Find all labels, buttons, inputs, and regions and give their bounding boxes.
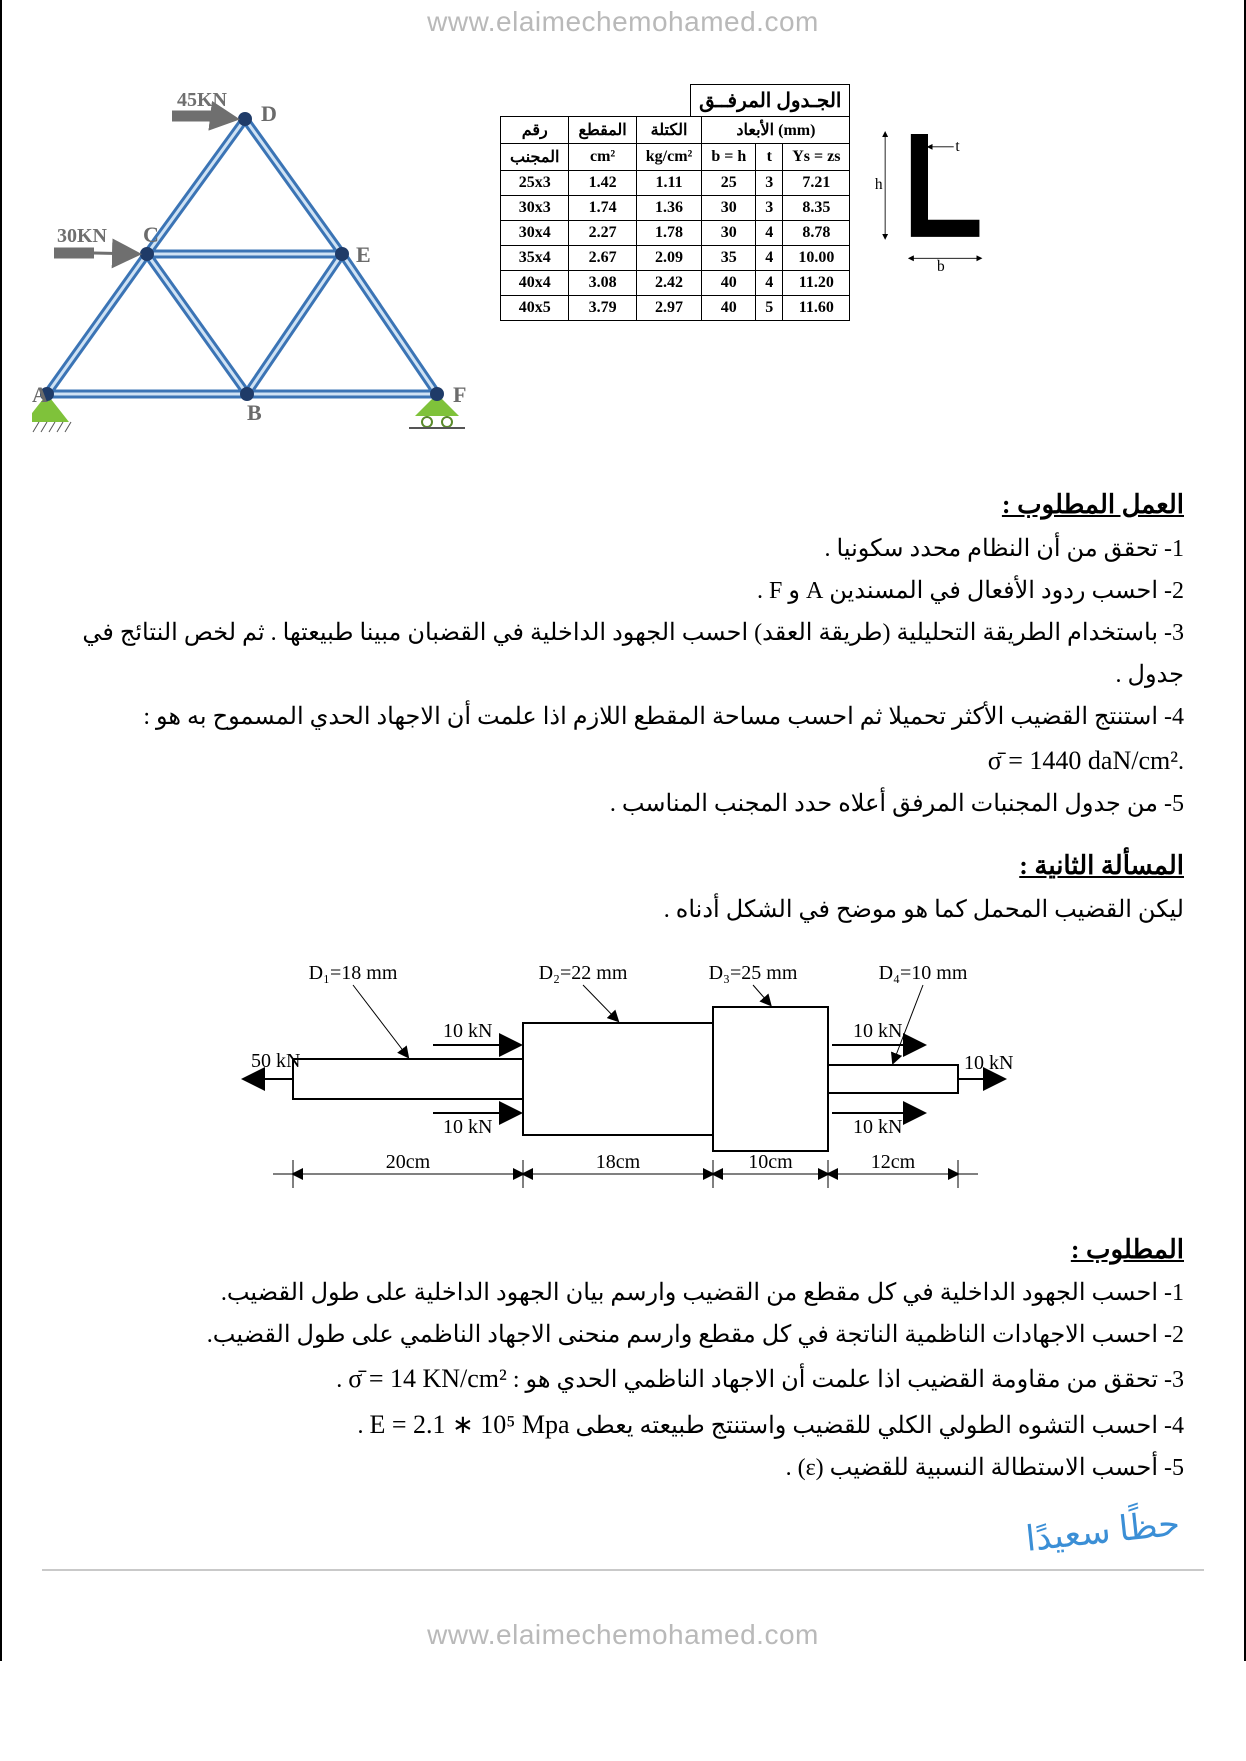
- svg-text:E: E: [356, 242, 371, 267]
- svg-text:t: t: [956, 138, 961, 155]
- q1-4: 4- استنتج القضيب الأكثر تحميلا ثم احسب م…: [62, 696, 1184, 738]
- svg-text:20cm: 20cm: [386, 1151, 431, 1173]
- svg-text:10cm: 10cm: [748, 1151, 793, 1173]
- section2-req-heading: المطلوب :: [62, 1227, 1184, 1273]
- svg-text:D₂=22 mm: D₂=22 mm: [539, 962, 628, 984]
- angle-section-icon: h b t: [868, 114, 988, 274]
- q2-1: 1- احسب الجهود الداخلية في كل مقطع من ال…: [62, 1272, 1184, 1314]
- svg-text:50 kN: 50 kN: [251, 1050, 300, 1072]
- q1-3: 3- باستخدام الطريقة التحليلية (طريقة الع…: [62, 612, 1184, 696]
- q1-5: 5- من جدول المجنبات المرفق أعلاه حدد الم…: [62, 783, 1184, 825]
- svg-text:10 kN: 10 kN: [853, 1020, 902, 1042]
- section1-heading: العمل المطلوب :: [62, 482, 1184, 528]
- bottom-watermark: www.elaimechemohamed.com: [2, 1579, 1244, 1661]
- section2-heading: المسألة الثانية :: [62, 843, 1184, 889]
- svg-text:45KN: 45KN: [177, 89, 228, 111]
- svg-text:h: h: [875, 176, 883, 193]
- q1-4-sigma: .σ̄ = 1440 daN/cm²: [62, 738, 1184, 784]
- svg-text:D₁=18 mm: D₁=18 mm: [309, 962, 398, 984]
- svg-text:30KN: 30KN: [57, 225, 108, 247]
- svg-text:10 kN: 10 kN: [964, 1052, 1013, 1074]
- section2-intro: ليكن القضيب المحمل كما هو موضح في الشكل …: [62, 889, 1184, 931]
- angle-table: رقمالمقطعالكتلةالأبعاد (mm)المجنبcm²kg/c…: [500, 116, 850, 321]
- bottom-rule: [42, 1569, 1204, 1571]
- top-watermark: www.elaimechemohamed.com: [2, 0, 1244, 54]
- properties-table-block: الجـدول المرفــق رقمالمقطعالكتلةالأبعاد …: [500, 84, 1214, 321]
- svg-text:10 kN: 10 kN: [443, 1116, 492, 1138]
- svg-text:D₄=10 mm: D₄=10 mm: [879, 962, 968, 984]
- svg-text:B: B: [247, 400, 262, 425]
- q1-1: 1- تحقق من أن النظام محدد سكونيا .: [62, 528, 1184, 570]
- svg-text:D₃=25 mm: D₃=25 mm: [709, 962, 798, 984]
- svg-text:b: b: [937, 258, 945, 274]
- svg-text:12cm: 12cm: [871, 1151, 916, 1173]
- svg-text:10 kN: 10 kN: [443, 1020, 492, 1042]
- svg-text:A: A: [32, 382, 48, 407]
- truss-diagram: A B F C E D 45KN 30KN: [32, 64, 472, 464]
- q1-2: 2- احسب ردود الأفعال في المسندين A و F .: [62, 570, 1184, 612]
- svg-text:10 kN: 10 kN: [853, 1116, 902, 1138]
- goodluck-text: حظًا سعيدًا: [1023, 1499, 1181, 1559]
- svg-text:F: F: [453, 382, 466, 407]
- svg-text:18cm: 18cm: [596, 1151, 641, 1173]
- beam-diagram: 50 kN 10 kN 10 kN 10 kN 10 kN 10 kN D₁=18 mm D₂…: [233, 949, 1013, 1209]
- goodluck-script: حظًا سعيدًا: [1014, 1499, 1194, 1569]
- svg-text:C: C: [143, 222, 159, 247]
- table-title: الجـدول المرفــق: [690, 84, 850, 117]
- q2-2: 2- احسب الاجهادات الناظمية الناتجة في كل…: [62, 1314, 1184, 1356]
- q2-5: 5- أحسب الاستطالة النسبية للقضيب (ε) .: [62, 1447, 1184, 1489]
- q2-4: 4- احسب التشوه الطولي الكلي للقضيب واستن…: [62, 1402, 1184, 1448]
- q2-3: 3- تحقق من مقاومة القضيب اذا علمت أن الا…: [62, 1356, 1184, 1402]
- svg-text:D: D: [261, 101, 277, 126]
